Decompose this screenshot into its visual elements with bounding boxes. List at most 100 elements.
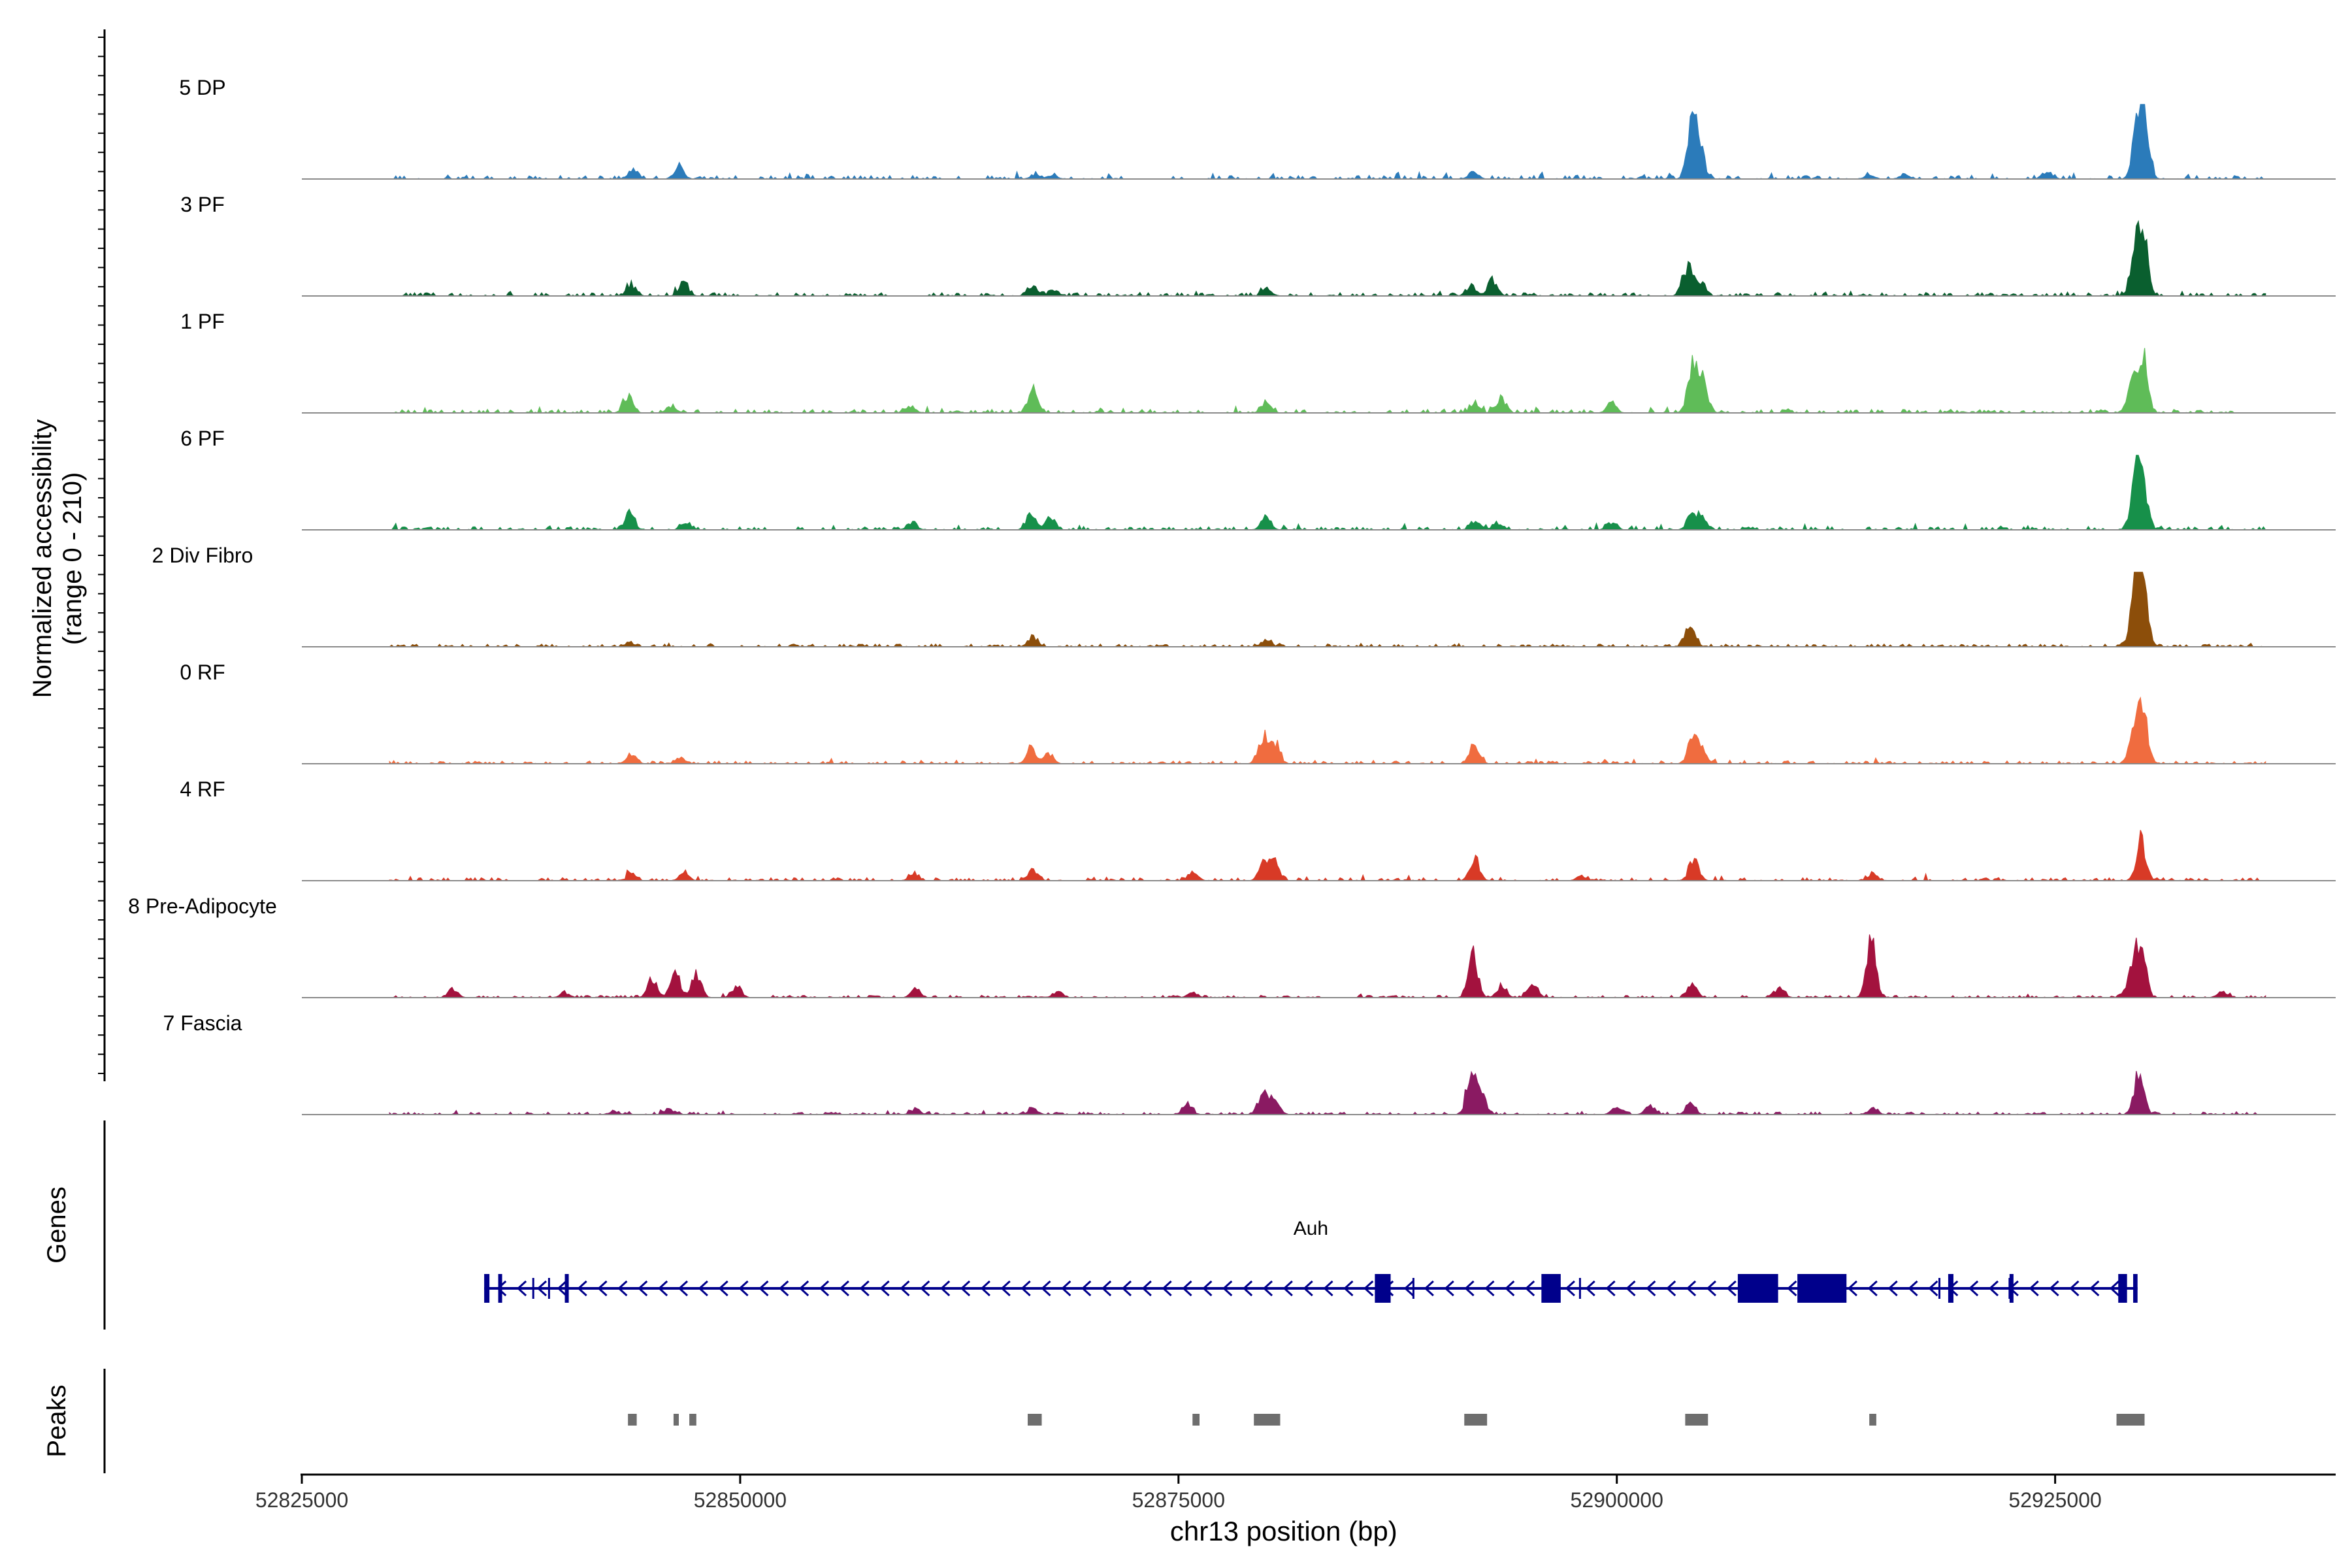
track-label: 0 RF (180, 661, 225, 684)
strand-arrow (557, 1280, 567, 1297)
strand-arrow (1464, 1280, 1475, 1297)
peak-region (628, 1414, 637, 1426)
peak-region (1464, 1414, 1488, 1426)
peak-region (673, 1414, 679, 1426)
strand-arrow (798, 1280, 809, 1297)
accessibility-axis-ticks (98, 37, 105, 1074)
track-label: 8 Pre-Adipocyte (128, 894, 277, 918)
exon-block (2009, 1274, 2014, 1303)
strand-arrow (1726, 1280, 1737, 1297)
peaks-track: Peaks (42, 1369, 2145, 1473)
strand-arrow (1706, 1280, 1716, 1297)
x-axis-label: chr13 position (bp) (1170, 1516, 1397, 1546)
signal-track-1 (302, 104, 2336, 180)
track-label: 1 PF (180, 310, 225, 333)
strand-arrow (1403, 1280, 1414, 1297)
strand-arrow (1505, 1280, 1515, 1297)
strand-arrow (1282, 1280, 1293, 1297)
exon-block (1948, 1274, 1953, 1303)
strand-arrow (1625, 1280, 1636, 1297)
peak-region (2116, 1414, 2145, 1426)
strand-arrow (1121, 1280, 1132, 1297)
x-axis-ticks: 52825000 52850000 52875000 52900000 52925000 (255, 1475, 2102, 1512)
strand-arrow (819, 1280, 830, 1297)
x-axis: 52825000 52850000 52875000 52900000 52925000… (255, 1473, 2336, 1546)
strand-arrow (1988, 1280, 1999, 1297)
strand-arrow (698, 1280, 708, 1297)
strand-arrow (1605, 1280, 1616, 1297)
strand-arrow (1061, 1280, 1071, 1297)
exon-block (484, 1274, 490, 1303)
accessibility-axis: Normalized accessibility (range 0 - 210) (28, 29, 106, 1081)
signal-track-8 (302, 934, 2336, 998)
track-label: 7 Fascia (163, 1011, 242, 1035)
signal-area (389, 104, 2266, 180)
signal-area (389, 696, 2266, 765)
signal-area (389, 934, 2266, 998)
signal-track-2 (302, 220, 2336, 297)
track-label: 3 PF (180, 193, 225, 216)
strand-arrow (1262, 1280, 1273, 1297)
signal-track-6 (302, 696, 2336, 765)
peak-region (1254, 1414, 1281, 1426)
strand-arrow (879, 1280, 890, 1297)
strand-arrow (1021, 1280, 1031, 1297)
exon-block (1541, 1274, 1561, 1303)
strand-arrow (536, 1280, 547, 1297)
signal-track-3 (302, 348, 2336, 414)
x-tick-label: 52900000 (1571, 1488, 1663, 1512)
track-label: 4 RF (180, 777, 225, 801)
strand-arrow (1867, 1280, 1878, 1297)
strand-arrow (617, 1280, 628, 1297)
strand-arrow (1202, 1280, 1213, 1297)
strand-arrow (1928, 1280, 1938, 1297)
strand-arrow (779, 1280, 789, 1297)
strand-arrow (2069, 1280, 2080, 1297)
signal-area (389, 1070, 2266, 1115)
strand-arrow (1524, 1280, 1535, 1297)
signal-tracks (302, 104, 2336, 1115)
strand-arrow (516, 1280, 527, 1297)
signal-area (388, 572, 2266, 648)
strand-arrow (1444, 1280, 1454, 1297)
strand-arrow (1646, 1280, 1656, 1297)
peak-region (1685, 1414, 1708, 1426)
strand-arrow (1141, 1280, 1152, 1297)
strand-arrow (839, 1280, 849, 1297)
strand-arrow (1242, 1280, 1253, 1297)
strand-arrow (1364, 1280, 1374, 1297)
exon-block (2133, 1274, 2138, 1303)
strand-arrow (1787, 1280, 1797, 1297)
strand-arrow (597, 1280, 608, 1297)
strand-arrow (2089, 1280, 2100, 1297)
exon-block (1737, 1274, 1778, 1303)
strand-arrow (980, 1280, 990, 1297)
signal-track-9 (302, 1070, 2336, 1115)
strand-arrow (2049, 1280, 2059, 1297)
strand-arrow (1887, 1280, 1898, 1297)
strand-arrow (900, 1280, 910, 1297)
strand-arrow (1323, 1280, 1333, 1297)
strand-arrow (1222, 1280, 1233, 1297)
strand-arrow (1081, 1280, 1092, 1297)
strand-arrow (1424, 1280, 1434, 1297)
strand-arrow (1041, 1280, 1051, 1297)
strand-arrow (1565, 1280, 1575, 1297)
strand-arrow (2029, 1280, 2039, 1297)
strand-arrow (1908, 1280, 1918, 1297)
strand-arrow (759, 1280, 769, 1297)
signal-track-7 (302, 830, 2336, 882)
exon-block (498, 1274, 502, 1303)
accessibility-axis-range: (range 0 - 210) (58, 472, 87, 645)
peak-regions (628, 1414, 2145, 1426)
strand-arrow (960, 1280, 971, 1297)
exon-block (1797, 1274, 1847, 1303)
peak-region (689, 1414, 696, 1426)
strand-arrow (678, 1280, 689, 1297)
strand-arrow (1343, 1280, 1354, 1297)
signal-track-4 (302, 455, 2336, 531)
strand-arrow (2109, 1280, 2120, 1297)
x-tick-label: 52850000 (694, 1488, 787, 1512)
strand-arrow (1686, 1280, 1697, 1297)
strand-arrow (1968, 1280, 1979, 1297)
